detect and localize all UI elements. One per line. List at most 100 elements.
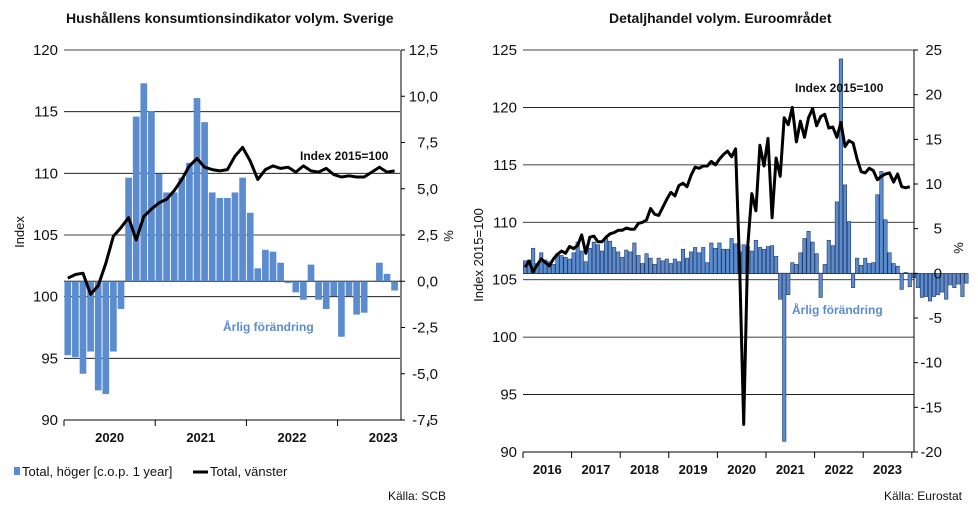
bar [697, 252, 702, 274]
left-bar-series [64, 83, 398, 395]
bar [587, 248, 592, 274]
bar [110, 281, 117, 352]
bar [887, 252, 892, 274]
bar [79, 281, 87, 374]
left-title: Hushållens konsumtionsindikator volym. S… [66, 10, 394, 26]
bar [802, 238, 807, 274]
y-tick-label: 100 [33, 289, 58, 306]
bar [186, 162, 193, 282]
bar [102, 281, 110, 395]
bar [563, 256, 568, 274]
bar [543, 259, 548, 274]
bar [883, 219, 888, 274]
bar [87, 281, 94, 352]
bar [863, 257, 868, 274]
bar [624, 249, 629, 274]
y2-tick-label: 5 [934, 221, 942, 238]
bar [216, 198, 224, 282]
bar [636, 255, 641, 274]
bar [830, 245, 835, 274]
bar [531, 248, 536, 274]
bar [907, 273, 912, 288]
bar [680, 248, 685, 274]
y-tick-label: 105 [33, 227, 58, 244]
bar [148, 111, 155, 282]
y2-tick-label: 10,0 [409, 88, 438, 105]
left-annotation-bar: Årlig förändring [223, 319, 314, 334]
bar [713, 248, 718, 274]
bar [834, 201, 839, 274]
bar [867, 263, 872, 274]
bar [644, 253, 649, 274]
x-tick-label: 2022 [824, 462, 853, 477]
y2-tick-label: 0,0 [417, 273, 438, 290]
bar [842, 184, 847, 274]
bar [960, 273, 965, 297]
y2-tick-label: 0 [934, 265, 942, 282]
bar [932, 273, 937, 297]
legend-bar-label: Total, höger [c.o.p. 1 year] [22, 464, 172, 479]
left-legend: Total, höger [c.o.p. 1 year] Total, väns… [14, 464, 288, 479]
bar [632, 242, 637, 274]
y-tick-label: 115 [493, 157, 517, 174]
bar [231, 192, 239, 282]
bar [140, 83, 148, 282]
bar [948, 273, 953, 286]
left-y2label: % [441, 230, 456, 242]
left-y-ticks: 90 95 100 105 110 115 120 [33, 42, 58, 429]
y2-tick-label: 2,5 [417, 227, 438, 244]
bar [376, 262, 383, 282]
bar [899, 273, 904, 290]
x-tick-label: 2016 [533, 462, 562, 477]
bar [559, 255, 564, 274]
left-annotation-line: Index 2015=100 [300, 149, 389, 163]
y2-tick-label: 5,0 [417, 181, 438, 198]
x-tick-label: 2023 [369, 430, 398, 445]
bar [360, 281, 368, 313]
bar [782, 273, 787, 442]
bar [595, 244, 600, 274]
bar [721, 248, 726, 274]
x-tick-label: 2023 [873, 462, 902, 477]
bar [608, 240, 613, 274]
bar [749, 250, 754, 274]
bar [652, 264, 657, 274]
y2-tick-label: -15 [920, 399, 942, 416]
bar [155, 173, 163, 282]
left-ylabel: Index [12, 216, 27, 248]
bar [786, 273, 791, 296]
bar [903, 272, 908, 274]
bar [125, 177, 132, 282]
bar [284, 281, 292, 284]
bar [895, 265, 900, 274]
bar [693, 247, 698, 274]
bar [826, 239, 831, 274]
bar [345, 281, 353, 297]
bar [685, 257, 690, 274]
bar [964, 273, 969, 284]
bar [648, 257, 653, 274]
left-x-ticks: 2020 2021 2022 2023 [63, 419, 430, 445]
bar [794, 264, 799, 274]
bar [315, 281, 322, 300]
bar [757, 247, 762, 274]
bar [806, 231, 811, 274]
y-tick-label: 90 [500, 444, 517, 461]
x-tick-label: 2021 [186, 430, 215, 445]
y-tick-label: 90 [41, 412, 58, 429]
bar [879, 171, 884, 274]
bar [814, 253, 819, 274]
bar [847, 221, 852, 274]
bar [956, 273, 961, 285]
bar [753, 239, 758, 274]
right-ylabel: Index 2015=100 [471, 208, 486, 302]
y-tick-label: 110 [34, 165, 58, 182]
bar [353, 281, 360, 315]
bar [774, 256, 779, 274]
y2-tick-label: 12,5 [409, 42, 438, 59]
bar [838, 58, 843, 274]
bar [741, 244, 746, 274]
bar [875, 194, 880, 274]
bar [163, 192, 170, 282]
